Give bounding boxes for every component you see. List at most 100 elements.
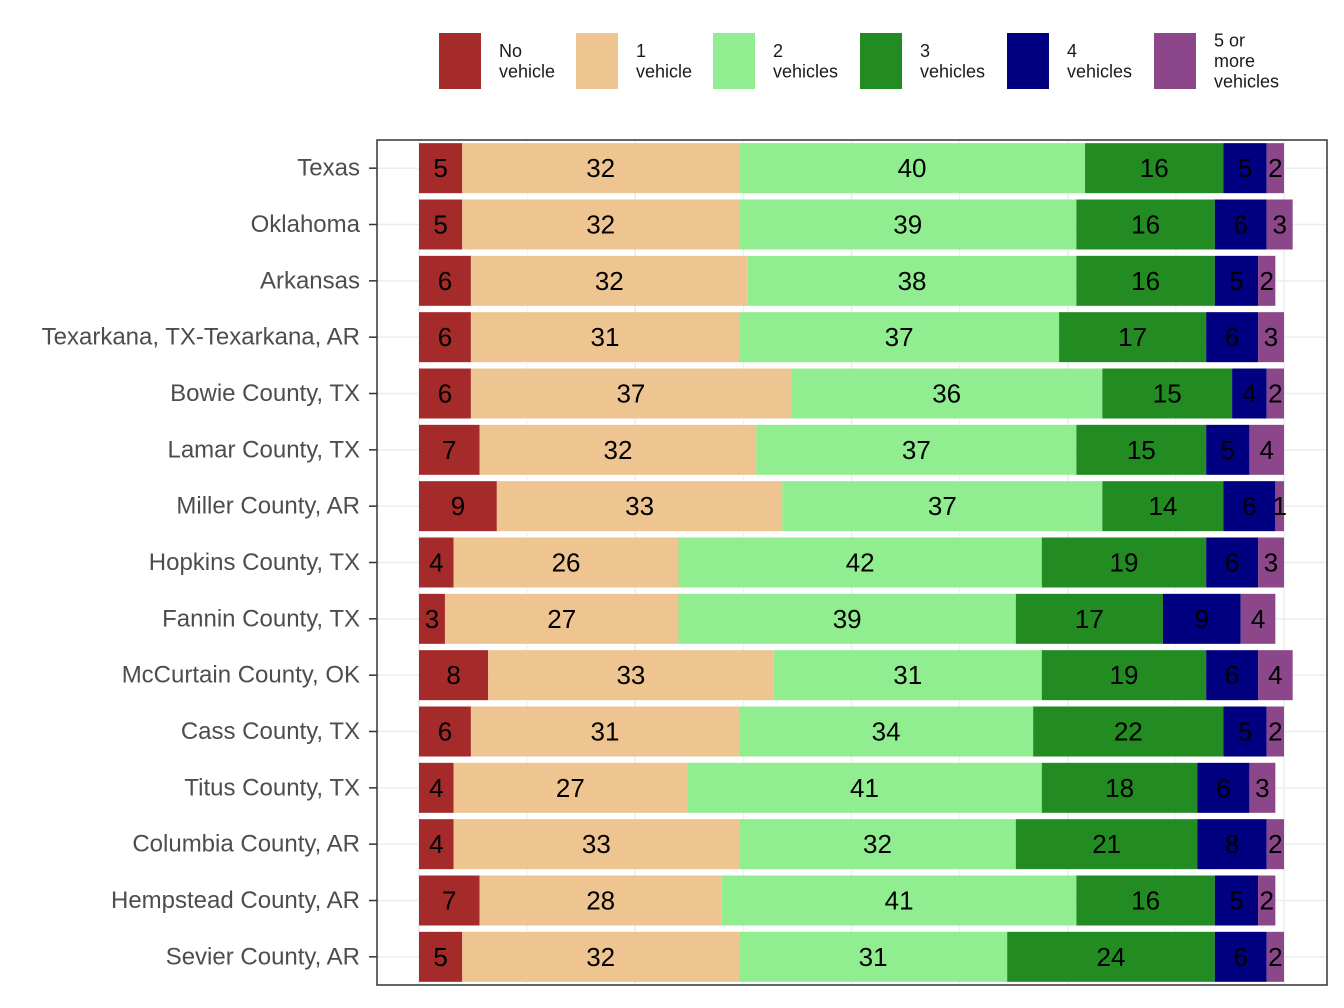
bar-segment-2-vehicles: [739, 819, 1016, 870]
data-label: 14: [1148, 491, 1177, 521]
bar-segment-4-vehicles: [1197, 762, 1250, 813]
data-label: 5: [1221, 435, 1235, 465]
data-label: 5: [433, 153, 447, 183]
bar-segment-2-vehicles: [739, 931, 1008, 982]
data-label: 15: [1153, 379, 1182, 409]
data-label: 32: [595, 266, 624, 296]
y-tick-label: McCurtain County, OK: [122, 662, 360, 689]
bar-row-mccurtain-county-ok: 8 33 31 19 6 4: [419, 650, 1293, 701]
bar-segment-no-vehicle: [419, 424, 480, 475]
bar-segment-2-vehicles: [782, 481, 1103, 532]
bar-segment-4-vehicles: [1214, 199, 1267, 250]
data-label: 4: [429, 829, 443, 859]
data-label: 16: [1131, 266, 1160, 296]
y-tick-label: Cass County, TX: [181, 718, 360, 745]
y-axis: Texas Oklahoma Arkansas Texarkana, TX-Texar…: [42, 155, 377, 970]
data-label: 37: [616, 379, 645, 409]
bar-segment-5-or-more-vehicles: [1266, 368, 1284, 419]
bar-segment-4-vehicles: [1214, 875, 1259, 926]
data-label: 5: [1238, 153, 1252, 183]
data-label: 3: [1255, 773, 1269, 803]
bar-row-columbia-county-ar: 4 33 32 21 8 2: [419, 819, 1284, 870]
legend-label: 1 vehicle: [636, 41, 692, 82]
bar-segment-2-vehicles: [747, 255, 1077, 306]
bars: 5 32 40 16 5 25 32 39 16 6 36 32 38 16 5 26 31 37 17 6 36 37 3…: [419, 143, 1293, 982]
data-label: 16: [1131, 886, 1160, 916]
data-label: 5: [433, 210, 447, 240]
data-label: 4: [1259, 435, 1273, 465]
data-label: 6: [1242, 491, 1256, 521]
legend-item-2-vehicles: 2 vehicles: [713, 33, 838, 89]
bar-segment-no-vehicle: [419, 819, 454, 870]
data-label: 17: [1075, 604, 1104, 634]
data-label: 4: [1251, 604, 1265, 634]
data-label: 2: [1268, 153, 1282, 183]
data-label: 19: [1110, 548, 1139, 578]
legend-item-3-vehicles: 3 vehicles: [860, 33, 985, 89]
bar-row-titus-county-tx: 4 27 41 18 6 3: [419, 762, 1276, 813]
y-tick-label: Sevier County, AR: [166, 943, 360, 970]
data-label: 6: [1225, 660, 1239, 690]
bar-segment-2-vehicles: [756, 424, 1077, 475]
bar-segment-1-vehicle: [470, 255, 748, 306]
bar-segment-3-vehicles: [1076, 255, 1215, 306]
data-label: 6: [438, 717, 452, 747]
bar-segment-5-or-more-vehicles: [1258, 537, 1284, 588]
bar-segment-2-vehicles: [739, 706, 1034, 757]
bar-segment-4-vehicles: [1206, 424, 1250, 475]
legend: No vehicle 1 vehicle 2 vehicles 3 vehicles 4 vehi…: [439, 31, 1279, 92]
bar-segment-1-vehicle: [470, 368, 791, 419]
bar-segment-4-vehicles: [1162, 593, 1241, 644]
bar-row-hopkins-county-tx: 4 26 42 19 6 3: [419, 537, 1284, 588]
data-label: 32: [586, 210, 615, 240]
bar-segment-no-vehicle: [419, 199, 463, 250]
bar-segment-no-vehicle: [419, 706, 471, 757]
bar-segment-3-vehicles: [1015, 593, 1163, 644]
data-label: 15: [1127, 435, 1156, 465]
bar-segment-1-vehicle: [470, 706, 740, 757]
bar-segment-4-vehicles: [1223, 706, 1267, 757]
legend-swatch: [576, 33, 618, 89]
data-label: 21: [1092, 829, 1121, 859]
bar-segment-5-or-more-vehicles: [1258, 875, 1276, 926]
data-label: 4: [429, 773, 443, 803]
data-label: 4: [429, 548, 443, 578]
y-tick-label: Fannin County, TX: [162, 605, 360, 632]
data-label: 2: [1268, 379, 1282, 409]
bar-segment-3-vehicles: [1015, 819, 1198, 870]
data-label: 41: [885, 886, 914, 916]
data-label: 16: [1140, 153, 1169, 183]
data-label: 31: [859, 942, 888, 972]
legend-swatch: [439, 33, 481, 89]
y-tick-label: Arkansas: [260, 267, 360, 294]
data-label: 6: [1234, 210, 1248, 240]
y-tick-label: Hopkins County, TX: [149, 549, 360, 576]
data-label: 32: [586, 153, 615, 183]
bar-segment-5-or-more-vehicles: [1249, 424, 1284, 475]
data-label: 17: [1118, 322, 1147, 352]
data-label: 2: [1268, 942, 1282, 972]
y-tick-label: Miller County, AR: [176, 493, 360, 520]
bar-segment-4-vehicles: [1214, 255, 1259, 306]
data-label: 18: [1105, 773, 1134, 803]
y-tick-label: Oklahoma: [251, 211, 361, 238]
legend-item-1-vehicle: 1 vehicle: [576, 33, 692, 89]
data-label: 3: [1264, 322, 1278, 352]
data-label: 8: [1225, 829, 1239, 859]
bar-segment-5-or-more-vehicles: [1240, 593, 1276, 644]
data-label: 6: [438, 379, 452, 409]
bar-segment-1-vehicle: [488, 650, 774, 701]
bar-segment-1-vehicle: [496, 481, 783, 532]
data-label: 6: [1216, 773, 1230, 803]
bar-segment-1-vehicle: [453, 819, 740, 870]
bar-segment-no-vehicle: [419, 650, 489, 701]
data-label: 6: [1225, 548, 1239, 578]
data-label: 38: [898, 266, 927, 296]
data-label: 39: [833, 604, 862, 634]
bar-segment-no-vehicle: [419, 762, 454, 813]
data-label: 5: [1238, 717, 1252, 747]
bar-segment-1-vehicle: [462, 199, 740, 250]
bar-segment-3-vehicles: [1076, 424, 1207, 475]
data-label: 33: [616, 660, 645, 690]
